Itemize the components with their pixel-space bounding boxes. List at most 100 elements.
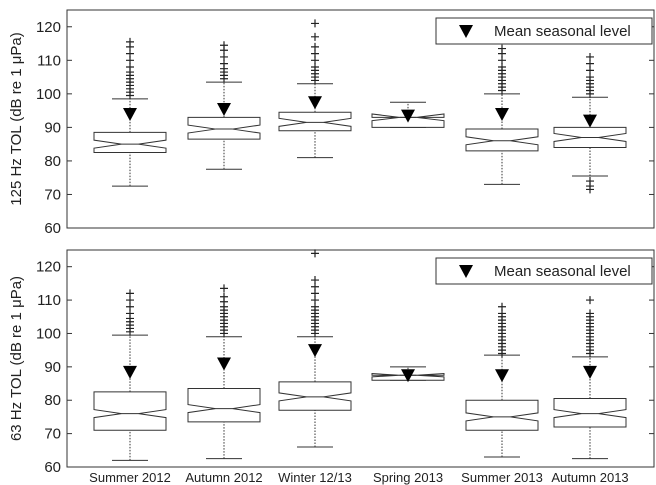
outlier-marker (220, 41, 228, 50)
outlier-marker (586, 177, 594, 186)
box-body (465, 399, 539, 431)
box-body (465, 128, 539, 152)
box-body (93, 131, 167, 154)
outlier-marker (126, 49, 134, 58)
outlier-marker (586, 73, 594, 82)
outlier-marker (586, 296, 594, 305)
y-tick-label: 90 (44, 119, 61, 136)
outlier-marker (586, 66, 594, 75)
panel-1: 60 70 80 90 100 110 120 125 Hz TOL (dB re 1 μPa… (8, 9, 655, 237)
legend-box (435, 17, 653, 45)
x-category-label: Autumn 2012 (185, 470, 262, 485)
mean-marker (495, 107, 509, 121)
outlier-marker (498, 44, 506, 53)
outlier-marker (126, 302, 134, 311)
y-tick-label: 100 (36, 325, 61, 342)
box-autumn-2012 (187, 41, 261, 170)
box-body (187, 116, 261, 140)
y-tick-label: 70 (44, 186, 61, 203)
outlier-marker (311, 56, 319, 65)
y-tick-label: 80 (44, 153, 61, 170)
outlier-marker (220, 59, 228, 68)
panel-2: 60 70 80 90 100 110 120 63 Hz TOL (dB re 1 μPa)… (8, 249, 655, 485)
outlier-marker (311, 49, 319, 58)
box-body (553, 398, 627, 428)
y-tick-label: 60 (44, 220, 61, 237)
box-summer-2013 (465, 44, 539, 185)
box-spring-2013 (371, 101, 445, 128)
box-body (278, 381, 352, 411)
outlier-marker (126, 63, 134, 72)
legend-mean-marker (459, 25, 473, 38)
y-tick-label: 120 (36, 259, 61, 276)
y-axis-label: 63 Hz TOL (dB re 1 μPa) (8, 276, 25, 441)
outlier-marker (126, 309, 134, 318)
box-winter-12-13 (278, 19, 352, 159)
box-summer-2013 (465, 302, 539, 458)
mean-marker (583, 365, 597, 379)
mean-marker (308, 96, 322, 110)
outlier-marker (126, 296, 134, 305)
y-tick-label: 100 (36, 86, 61, 103)
outlier-marker (311, 289, 319, 298)
mean-marker (123, 107, 137, 121)
mean-marker (308, 344, 322, 358)
outlier-marker (586, 52, 594, 61)
y-tick-label: 60 (44, 459, 61, 476)
box-summer-2012 (93, 37, 167, 187)
outlier-marker (498, 309, 506, 318)
mean-marker (583, 114, 597, 128)
x-category-label: Winter 12/13 (278, 470, 352, 485)
outlier-marker (311, 63, 319, 72)
box-autumn-2012 (187, 284, 261, 460)
legend-label: Mean seasonal level (494, 263, 631, 280)
outlier-marker (586, 59, 594, 68)
mean-marker (217, 357, 231, 371)
y-tick-label: 90 (44, 359, 61, 376)
legend-box (435, 257, 653, 285)
mean-marker (401, 369, 415, 383)
outlier-marker (126, 289, 134, 298)
outlier-marker (311, 19, 319, 28)
y-tick-label: 120 (36, 19, 61, 36)
outlier-marker (311, 32, 319, 41)
y-tick-label: 80 (44, 392, 61, 409)
y-tick-label: 110 (37, 292, 61, 309)
mean-marker (495, 369, 509, 383)
outlier-marker (126, 56, 134, 65)
box-summer-2012 (93, 289, 167, 461)
mean-marker (123, 365, 137, 379)
outlier-marker (311, 282, 319, 291)
box-spring-2013 (371, 366, 445, 383)
outlier-marker (498, 302, 506, 311)
box-autumn-2013 (553, 52, 627, 194)
mean-marker (401, 109, 415, 123)
legend-mean-marker (459, 265, 473, 278)
box-winter-12-13 (278, 249, 352, 448)
outlier-marker (220, 284, 228, 293)
outlier-marker (311, 276, 319, 285)
x-category-label: Summer 2012 (89, 470, 171, 485)
y-tick-label: 70 (44, 426, 61, 443)
legend: Mean seasonal level (435, 17, 653, 45)
y-axis-label: 125 Hz TOL (dB re 1 μPa) (8, 32, 25, 205)
outlier-marker (311, 42, 319, 51)
box-body (278, 111, 352, 132)
outlier-marker (220, 292, 228, 301)
outlier-marker (586, 309, 594, 318)
x-category-label: Autumn 2013 (551, 470, 628, 485)
outlier-marker (498, 56, 506, 65)
outlier-marker (126, 37, 134, 46)
box-body (187, 388, 261, 423)
legend: Mean seasonal level (435, 257, 653, 285)
legend-label: Mean seasonal level (494, 23, 631, 40)
outlier-marker (220, 52, 228, 61)
outlier-marker (311, 296, 319, 305)
x-category-label: Summer 2013 (461, 470, 543, 485)
plot-frame (66, 9, 655, 229)
outlier-marker (311, 249, 319, 258)
x-category-label: Spring 2013 (373, 470, 443, 485)
outlier-marker (498, 63, 506, 72)
box-body (93, 391, 167, 431)
